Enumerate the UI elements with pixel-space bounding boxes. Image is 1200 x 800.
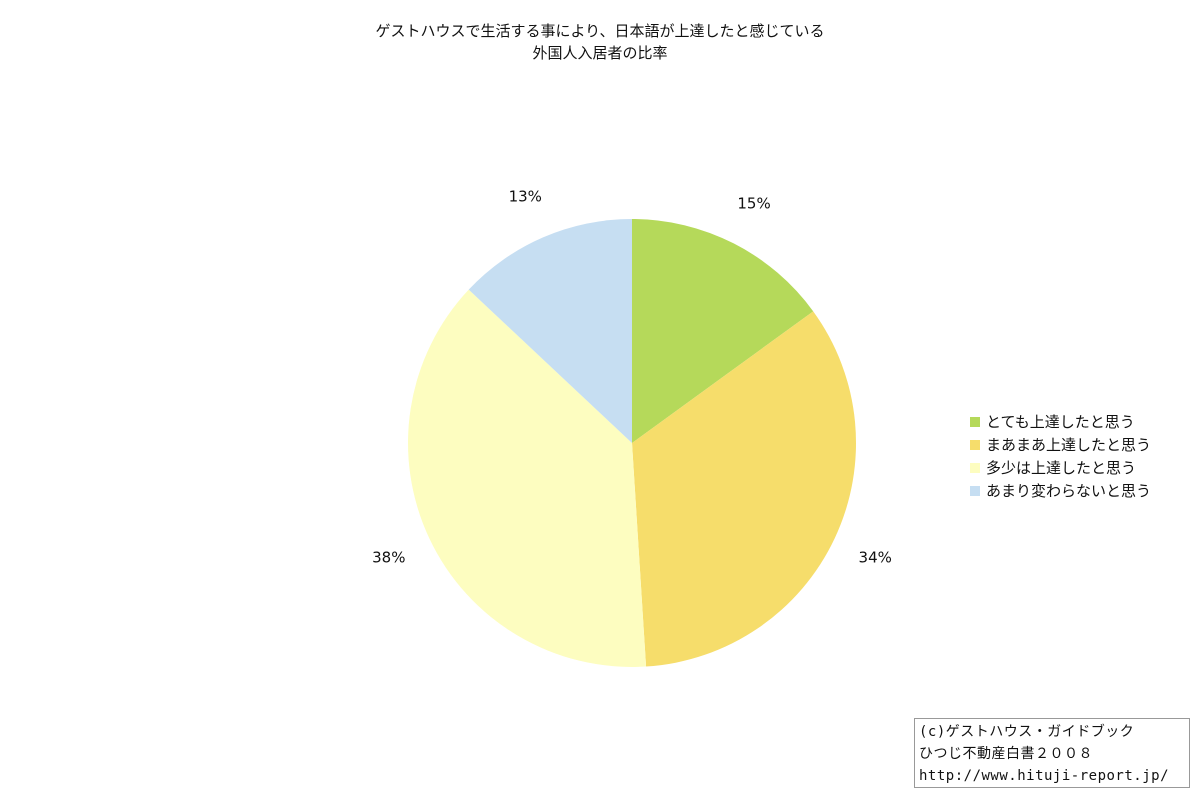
legend-swatch-2: [970, 439, 980, 450]
chart-title: ゲストハウスで生活する事により、日本語が上達したと感じている 外国人入居者の比率: [200, 20, 1000, 64]
slice-value-label-1: 15%: [737, 194, 770, 212]
pie-slice-3: [408, 289, 647, 668]
legend-item-2: まあまあ上達したと思う: [970, 433, 1151, 456]
legend-label-1: とても上達したと思う: [986, 413, 1135, 431]
pie-slice-1: [632, 219, 814, 443]
credit-line-2: ひつじ不動産白書２００８: [919, 746, 1093, 762]
legend-label-4: あまり変わらないと思う: [986, 482, 1152, 500]
legend-item-4: あまり変わらないと思う: [970, 479, 1151, 502]
chart-title-line-1: ゲストハウスで生活する事により、日本語が上達したと感じている: [375, 22, 825, 40]
slice-value-label-4: 13%: [509, 187, 542, 205]
pie-slice-2: [632, 311, 857, 667]
credit-box: (c)ゲストハウス・ガイドブック ひつじ不動産白書２００８ http://www…: [914, 718, 1190, 788]
pie-labels: 15% 34% 38% 13%: [372, 187, 892, 566]
credit-line-1: (c)ゲストハウス・ガイドブック: [919, 724, 1135, 740]
slice-value-label-3: 38%: [372, 548, 405, 566]
chart-title-line-2: 外国人入居者の比率: [532, 44, 668, 62]
legend-item-3: 多少は上達したと思う: [970, 456, 1151, 479]
legend-swatch-4: [970, 485, 980, 496]
legend-swatch-3: [970, 462, 980, 473]
legend-label-3: 多少は上達したと思う: [986, 459, 1137, 477]
pie-slices: [408, 219, 857, 668]
legend-label-2: まあまあ上達したと思う: [986, 436, 1152, 454]
credit-line-3: http://www.hituji-report.jp/: [919, 768, 1170, 784]
pie-slice-4: [468, 219, 632, 443]
slice-value-label-2: 34%: [859, 548, 892, 566]
legend: とても上達したと思う まあまあ上達したと思う 多少は上達したと思う あまり変わらないと…: [970, 410, 1151, 502]
legend-swatch-1: [970, 416, 980, 427]
legend-item-1: とても上達したと思う: [970, 410, 1151, 433]
